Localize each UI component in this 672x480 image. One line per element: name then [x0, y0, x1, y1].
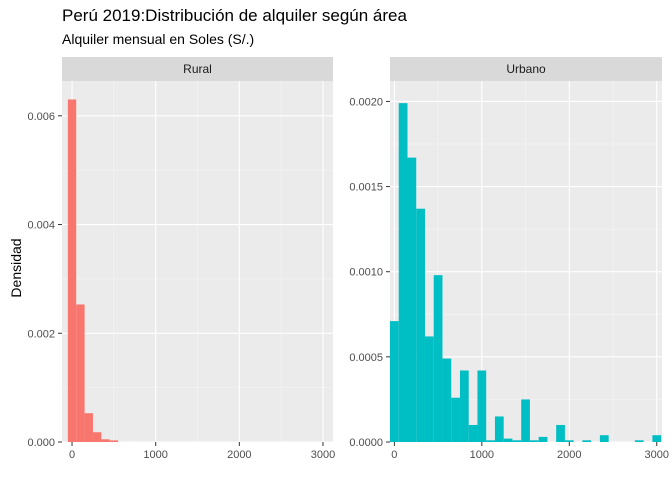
y-tick-label: 0.002 — [27, 328, 55, 340]
y-tick-label: 0.0015 — [349, 182, 383, 194]
x-tick-label: 0 — [69, 449, 75, 461]
chart-title: Perú 2019:Distribución de alquiler según… — [62, 6, 407, 25]
x-tick-label: 3000 — [311, 449, 335, 461]
histogram-bar — [84, 413, 93, 442]
histogram-bar — [634, 440, 644, 442]
y-tick-label: 0.004 — [27, 220, 55, 232]
facet-strip-label: Urbano — [506, 62, 546, 76]
histogram-bar — [390, 321, 399, 442]
y-tick-label: 0.0000 — [349, 437, 383, 449]
histogram-bar — [468, 424, 478, 442]
x-tick-label: 2000 — [557, 449, 581, 461]
histogram-bar — [494, 416, 504, 442]
facet-strip — [390, 57, 662, 81]
y-tick-label: 0.0020 — [349, 96, 383, 108]
facet-strip-label: Rural — [183, 62, 212, 76]
histogram-bar — [459, 370, 469, 442]
histogram-bar — [582, 440, 592, 442]
histogram-bar — [424, 336, 434, 442]
y-tick-label: 0.000 — [27, 437, 55, 449]
histogram-bar — [538, 436, 548, 442]
histogram-bar — [512, 440, 522, 442]
histogram-bar — [407, 157, 417, 442]
panel-rural: Rural 0 1000 2000 3000 0.000 0.002 0.004 0.006 — [27, 57, 335, 461]
histogram-bar — [101, 439, 110, 442]
histogram-bar — [433, 275, 443, 442]
histogram-bar — [442, 358, 452, 442]
histogram-bar — [477, 370, 487, 442]
y-tick-label: 0.0010 — [349, 267, 383, 279]
facet-strip — [62, 57, 333, 81]
histogram-bar — [416, 208, 425, 442]
x-tick-label: 3000 — [645, 449, 669, 461]
histogram-bar — [67, 99, 77, 443]
x-tick-label: 1000 — [143, 449, 167, 461]
histogram-bar — [556, 424, 565, 442]
y-tick-label: 0.0005 — [349, 352, 383, 364]
histogram-bar — [652, 435, 662, 442]
chart-subtitle: Alquiler mensual en Soles (S/.) — [62, 31, 255, 47]
histogram-bar — [76, 304, 85, 442]
histogram-bar — [92, 432, 102, 442]
x-tick-label: 2000 — [227, 449, 251, 461]
y-tick-label: 0.006 — [27, 111, 55, 123]
histogram-bar — [503, 438, 513, 442]
y-axis-title: Densidad — [8, 238, 24, 297]
histogram-bar — [521, 399, 530, 442]
x-tick-label: 1000 — [470, 449, 494, 461]
panel-urbano: Urbano 0 1000 2000 3000 0.0000 0.0005 0.0010 0.0… — [349, 57, 669, 461]
histogram-bar — [599, 435, 609, 442]
histogram-bar — [109, 440, 119, 442]
histogram-bar — [564, 440, 574, 442]
histogram-bar — [486, 440, 495, 442]
histogram-bar — [529, 440, 539, 442]
histogram-bar — [451, 397, 460, 442]
x-tick-label: 0 — [391, 449, 397, 461]
histogram-bar — [398, 103, 408, 443]
